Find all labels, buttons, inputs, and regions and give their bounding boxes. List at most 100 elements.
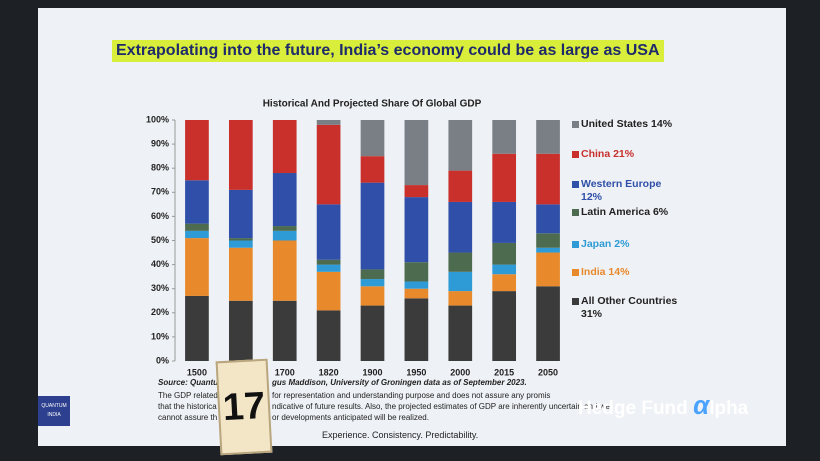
bar-segment [272,300,297,361]
bar-segment [492,153,517,202]
bar-segment [316,259,341,265]
bar-segment [404,120,429,186]
y-tick-label: 100% [146,114,169,124]
bar-segment [185,120,209,181]
x-tick-label: 2000 [450,367,470,377]
y-tick-label: 70% [151,187,169,197]
bar-segment [316,120,341,125]
bar-segment [536,252,560,287]
bar-segment [492,120,517,154]
bar-segment [448,201,473,253]
y-tick-label: 20% [151,307,169,317]
disclaimer: for representation and understanding pur… [272,391,551,400]
tagline: Experience. Consistency. Predictability. [322,430,479,440]
watermark: Hedge Fund αlpha [578,390,748,421]
bar-segment [228,300,253,361]
bar-segment [492,274,517,292]
bar-segment [492,242,517,265]
bar-segment [316,124,341,205]
legend-item: Western Europe 12% [572,178,681,204]
bar-segment [360,120,385,157]
legend-item: Japan 2% [572,238,681,251]
bar-segment [448,120,473,171]
bar-segment [448,291,473,306]
bar-segment [272,173,297,227]
y-tick-label: 10% [151,331,169,341]
legend-swatch [572,121,579,128]
bar-segment [185,223,209,231]
x-tick-label: 1700 [275,367,295,377]
bar-segment [272,226,297,231]
legend-swatch [572,151,579,158]
legend-label: Latin America 6% [581,206,669,218]
x-tick-label: 2015 [494,367,514,377]
legend-label: Japan 2% [581,238,630,250]
legend-item: India 14% [572,266,681,279]
legend-item: Latin America 6% [572,206,681,219]
bar-segment [360,182,385,270]
bar-segment [316,204,341,260]
bar-segment [272,240,297,301]
y-tick-label: 60% [151,211,169,221]
disclaimer: cannot assure th [158,413,218,422]
bar-segment [448,271,473,292]
y-tick-label: 90% [151,138,169,148]
bar-segment [360,279,385,287]
legend-swatch [572,241,579,248]
bar-segment [272,120,297,174]
source: gus Maddison, University of Groningen da… [272,378,527,387]
bar-segment [228,120,253,190]
bar-segment [185,238,209,296]
bar-segment [185,180,209,224]
disclaimer: or developments anticipated will be real… [272,413,429,422]
bar-segment [316,271,341,311]
bar-segment [316,310,341,361]
legend-label: All Other Countries 31% [581,295,678,320]
x-tick-label: 1500 [187,367,207,377]
bar-segment [316,264,341,272]
legend-item: All Other Countries 31% [572,295,681,321]
legend-swatch [572,181,579,188]
bar-segment [536,204,560,234]
legend-label: India 14% [581,266,630,278]
bar-segment [448,252,473,272]
logo: QUANTUM INDIA [38,396,70,426]
bar-segment [404,288,429,299]
bar-segment [536,153,560,205]
legend-label: Western Europe 12% [581,178,662,203]
x-tick-label: 1820 [319,367,339,377]
watermark-text: Hedge Fund [578,398,688,419]
bar-segment [448,170,473,202]
bar-segment [360,269,385,280]
chart-title: Historical And Projected Share Of Global… [263,99,482,110]
bar-segment [536,247,560,253]
bar-segment [492,291,517,361]
disclaimer: The GDP related [158,391,218,400]
watermark-alpha: α [693,390,710,420]
bar-segment [272,230,297,241]
bar-segment [185,230,209,239]
bar-segment [492,264,517,275]
legend-swatch [572,298,579,305]
bar-segment [360,156,385,183]
bar-segment [360,286,385,306]
bar-segment [536,233,560,248]
bar-segment [536,286,560,361]
legend-item: United States 14% [572,118,681,131]
number-card: 17 [215,358,273,456]
disclaimer: that the historica [158,402,217,411]
y-tick-label: 50% [151,235,169,245]
x-tick-label: 1900 [362,367,382,377]
y-tick-label: 40% [151,259,169,269]
legend-label: United States 14% [581,118,673,130]
bar-segment [404,262,429,282]
legend-swatch [572,269,579,276]
bar-segment [404,197,429,263]
y-tick-label: 0% [156,355,169,365]
legend-swatch [572,209,579,216]
bar-segment [404,281,429,289]
bar-segment [228,240,253,248]
bar-segment [404,185,429,198]
headline: Extrapolating into the future, India’s e… [112,40,664,62]
